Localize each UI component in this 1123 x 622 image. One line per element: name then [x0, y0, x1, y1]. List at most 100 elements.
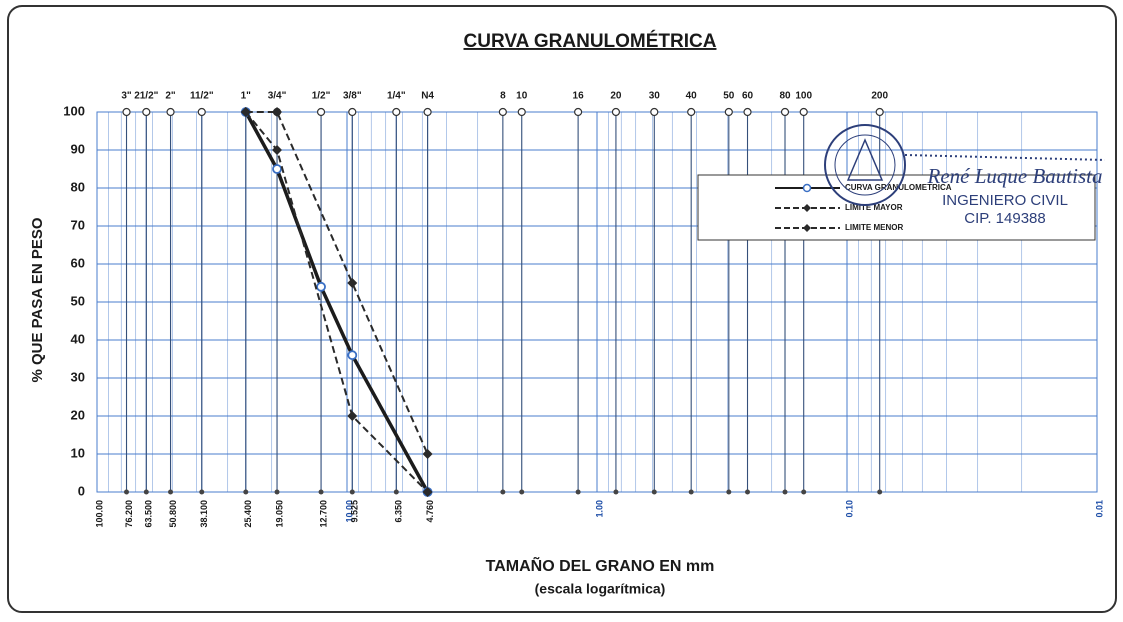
sieve-base-marker	[500, 489, 506, 495]
legend-marker	[802, 183, 812, 193]
sieve-base-marker	[575, 489, 581, 495]
sieve-marker	[780, 107, 790, 117]
sieve-marker	[498, 107, 507, 117]
data-point	[272, 107, 283, 117]
stamp-circle	[834, 134, 896, 196]
x-tick-label: 9.525	[350, 500, 360, 523]
y-tick-label: 70	[71, 217, 85, 232]
sieve-label: 2"	[165, 91, 176, 102]
sieve-base-marker	[318, 489, 324, 495]
sieve-label: 3/8"	[343, 91, 362, 102]
y-tick-label: 30	[71, 369, 85, 384]
sieve-label: 11/2"	[190, 91, 214, 102]
sieve-base-marker	[243, 489, 249, 495]
sieve-base-marker	[199, 489, 205, 495]
x-tick-label: 0.10	[844, 500, 854, 518]
sieve-base-marker	[168, 489, 174, 495]
x-tick-label: 76.200	[124, 500, 134, 528]
sieve-marker	[611, 107, 621, 117]
sieve-base-marker	[349, 489, 355, 495]
sieve-label: 3"	[121, 91, 132, 102]
x-tick-label: 25.400	[243, 500, 253, 528]
sieve-label: 8	[500, 91, 506, 102]
sieve-marker	[799, 107, 808, 117]
data-point	[422, 449, 433, 459]
sieve-label: 50	[723, 91, 735, 102]
legend-box	[697, 174, 1096, 241]
x-axis-label: TAMAÑO DEL GRANO EN mm	[486, 555, 715, 575]
sieve-label: N4	[421, 91, 434, 102]
sieve-marker	[197, 107, 206, 117]
sieve-label: 60	[742, 91, 754, 102]
sieve-marker	[875, 107, 884, 117]
stamp-cip: CIP. 149388	[964, 210, 1045, 227]
sieve-label: 100	[795, 91, 812, 102]
signature-line	[904, 154, 1106, 161]
data-point	[347, 278, 358, 288]
x-tick-label: 19.050	[274, 500, 284, 528]
x-tick-label: 4.760	[425, 500, 435, 523]
sieve-marker	[423, 107, 432, 117]
sieve-marker	[348, 107, 357, 117]
sieve-marker	[724, 107, 733, 117]
sieve-base-marker	[124, 489, 130, 495]
sieve-marker	[142, 107, 151, 117]
sieve-label: 1"	[241, 91, 252, 102]
y-tick-label: 20	[71, 407, 85, 422]
sieve-label: 20	[610, 91, 622, 102]
sieve-base-marker	[726, 489, 732, 495]
sieve-label: 40	[686, 91, 698, 102]
plot-area: 0 10 20 30 40 50 60 70 80 90 100 100.00 76.200 63.500…	[63, 91, 1104, 528]
sieve-marker	[743, 107, 752, 117]
sieve-base-marker	[393, 489, 399, 495]
y-tick-label: 40	[71, 331, 85, 346]
sieve-base-marker	[745, 489, 751, 495]
sieve-label: 1/4"	[387, 91, 406, 102]
legend-label: LIMITE MENOR	[845, 223, 903, 232]
y-tick-label: 90	[71, 141, 85, 156]
sieve-base-marker	[274, 489, 280, 495]
series-line	[245, 111, 429, 493]
sieve-marker	[517, 107, 526, 117]
sieve-label: 30	[649, 91, 661, 102]
x-axis-sublabel: (escala logarítmica)	[535, 581, 666, 597]
sieve-label: 21/2"	[134, 91, 158, 102]
x-tick-label: 100.00	[94, 500, 104, 528]
x-tick-label: 6.350	[394, 500, 404, 523]
sieve-label: 80	[779, 91, 791, 102]
legend-marker	[803, 204, 811, 212]
stamp-icon	[846, 138, 884, 181]
sieve-marker	[166, 107, 175, 117]
sieve-label: 3/4"	[268, 91, 287, 102]
series-line	[245, 111, 429, 455]
stamp-title: INGENIERO CIVIL	[942, 192, 1068, 209]
sieve-label: 16	[573, 91, 585, 102]
legend-marker	[803, 224, 811, 232]
sieve-base-marker	[801, 489, 807, 495]
sieve-base-marker	[519, 489, 525, 495]
data-point	[316, 281, 326, 292]
y-tick-label: 80	[71, 179, 85, 194]
stamp-circle	[824, 124, 906, 206]
sieve-base-marker	[877, 489, 883, 495]
data-point	[272, 145, 283, 155]
sieve-marker	[650, 107, 659, 117]
x-tick-label: 50.800	[168, 500, 178, 528]
sieve-marker	[574, 107, 583, 117]
data-point	[347, 411, 358, 421]
y-tick-label: 100	[63, 103, 85, 118]
sieve-label: 200	[871, 91, 888, 102]
sieve-marker	[392, 107, 401, 117]
x-tick-label: 1.00	[594, 500, 604, 518]
sieve-marker	[687, 107, 696, 117]
data-point	[272, 164, 282, 174]
x-tick-label: 12.700	[318, 500, 328, 528]
y-tick-label: 60	[71, 255, 85, 270]
y-tick-label: 0	[78, 483, 85, 498]
x-tick-label: 63.500	[144, 500, 154, 528]
data-point	[422, 487, 433, 497]
x-tick-label: 0.01	[1094, 500, 1104, 518]
y-tick-label: 50	[71, 293, 85, 308]
data-point	[240, 107, 251, 117]
